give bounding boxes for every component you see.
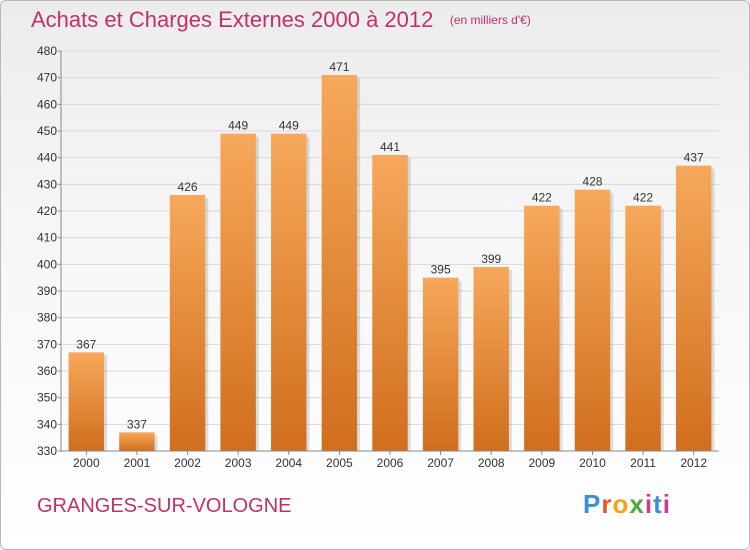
bar <box>422 277 459 451</box>
y-tick-label: 330 <box>37 444 57 458</box>
x-tick-label: 2002 <box>174 456 201 470</box>
value-label: 337 <box>127 417 147 431</box>
y-tick-label: 430 <box>37 177 57 191</box>
logo-letter: i <box>644 489 654 519</box>
proxiti-logo: Proxiti <box>583 489 671 520</box>
value-label: 399 <box>481 252 501 266</box>
x-tick-label: 2008 <box>478 456 505 470</box>
commune-name: GRANGES-SUR-VOLOGNE <box>37 495 292 517</box>
logo-letter: x <box>629 489 645 519</box>
chart-unit: (en milliers d'€) <box>449 13 531 27</box>
logo-letter: r <box>601 489 613 519</box>
value-label: 441 <box>380 140 400 154</box>
value-label: 449 <box>228 119 248 133</box>
chart-title-row: Achats et Charges Externes 2000 à 2012 (… <box>31 7 531 33</box>
bar <box>321 75 358 451</box>
y-tick-label: 410 <box>37 231 57 245</box>
value-label: 395 <box>431 263 451 277</box>
y-tick-label: 360 <box>37 364 57 378</box>
logo-letter: t <box>653 489 663 519</box>
logo-letter: o <box>612 489 630 519</box>
value-label: 449 <box>279 119 299 133</box>
x-tick-label: 2012 <box>680 456 707 470</box>
x-tick-label: 2010 <box>579 456 606 470</box>
bar <box>372 155 408 451</box>
value-label: 437 <box>684 151 704 165</box>
bars <box>68 75 715 451</box>
bar <box>675 165 712 451</box>
logo-letter: P <box>583 489 602 519</box>
y-tick-label: 460 <box>37 97 57 111</box>
bar <box>574 189 611 451</box>
value-label: 471 <box>329 60 349 74</box>
value-label: 367 <box>76 337 96 351</box>
y-tick-label: 380 <box>37 311 57 325</box>
y-tick-label: 370 <box>37 337 57 351</box>
y-tick-label: 420 <box>37 204 57 218</box>
value-label: 422 <box>633 191 653 205</box>
y-tick-label: 390 <box>37 284 57 298</box>
bar <box>271 133 307 451</box>
axes <box>58 50 719 455</box>
logo-letter: i <box>662 489 671 519</box>
x-tick-label: 2007 <box>427 456 454 470</box>
x-tick-label: 2000 <box>73 456 100 470</box>
bar <box>473 267 509 451</box>
x-tick-label: 2011 <box>630 456 656 470</box>
y-tick-label: 350 <box>37 391 57 405</box>
chart-title: Achats et Charges Externes 2000 à 2012 <box>31 7 434 32</box>
x-tick-label: 2003 <box>225 456 252 470</box>
y-tick-label: 470 <box>37 71 57 85</box>
value-label: 426 <box>178 180 198 194</box>
x-tick-label: 2006 <box>377 456 404 470</box>
y-tick-label: 450 <box>37 124 57 138</box>
y-tick-label: 400 <box>37 257 57 271</box>
value-label: 428 <box>582 175 602 189</box>
x-tick-label: 2001 <box>124 456 151 470</box>
bar <box>119 432 155 451</box>
y-tick-label: 340 <box>37 417 57 431</box>
value-label: 422 <box>532 191 552 205</box>
y-tick-label: 440 <box>37 151 57 165</box>
y-tick-label: 480 <box>37 44 57 58</box>
bar <box>220 133 256 451</box>
bar <box>68 352 105 451</box>
bar <box>625 205 661 451</box>
bar <box>524 205 560 451</box>
x-tick-label: 2004 <box>275 456 302 470</box>
x-tick-label: 2005 <box>326 456 353 470</box>
labels: 330 340 350 360 370 380 390 400 410 420 430 440 450 4… <box>37 44 707 470</box>
x-tick-label: 2009 <box>528 456 555 470</box>
bar <box>169 195 206 451</box>
